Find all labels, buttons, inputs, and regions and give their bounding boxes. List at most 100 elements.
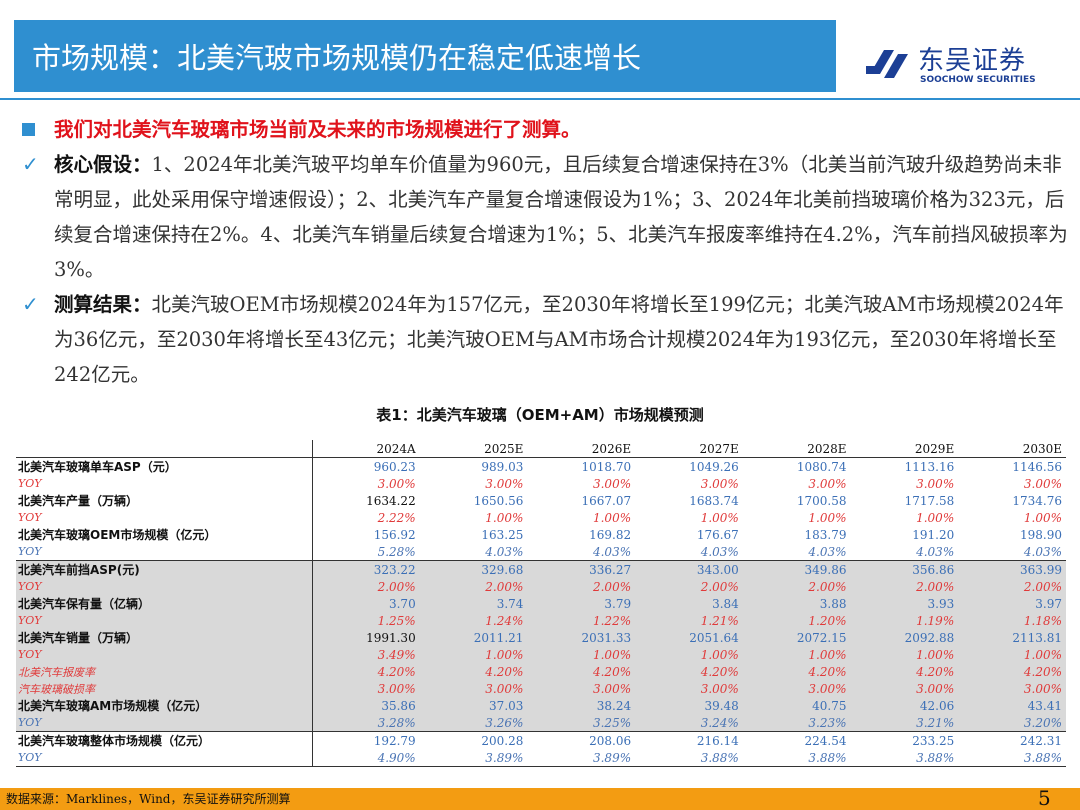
row-label: YOY xyxy=(16,509,313,526)
table-header-row: 2024A 2025E 2026E 2027E 2028E 2029E 2030E xyxy=(16,440,1066,458)
table-cell: 3.25% xyxy=(527,714,636,732)
table-cell: 1.00% xyxy=(742,646,851,663)
table-cell: 43.41 xyxy=(958,697,1066,714)
table-cell: 2113.81 xyxy=(958,629,1066,646)
table-cell: 989.03 xyxy=(481,459,524,474)
table-cell: 1734.76 xyxy=(1012,493,1062,508)
row-label: 汽车玻璃破损率 xyxy=(16,680,313,697)
table-cell: 3.00% xyxy=(635,680,743,697)
table-cell: 363.99 xyxy=(958,560,1066,578)
row-label: 北美汽车玻璃OEM市场规模（亿元） xyxy=(16,526,313,543)
table-row: YOY 5.28% 4.03% 4.03% 4.03% 4.03% 4.03% 4.03% xyxy=(16,543,1066,561)
table-cell: 3.24% xyxy=(635,714,743,732)
table-cell: 42.06 xyxy=(850,697,959,714)
table-cell: 156.92 xyxy=(373,527,416,542)
table-cell: 3.88 xyxy=(742,595,851,612)
table-cell: 4.20% xyxy=(527,663,636,680)
row-label: YOY xyxy=(16,749,313,767)
brand-logo: 东吴证券 SOOCHOW SECURITIES xyxy=(864,42,1044,90)
result-text: 北美汽玻OEM市场规模2024年为157亿元，至2030年将增长至199亿元；北… xyxy=(54,293,1064,386)
table-cell: 1.00% xyxy=(485,510,524,525)
table-row: 汽车玻璃破损率 3.00% 3.00% 3.00% 3.00% 3.00% 3.00% 3.0… xyxy=(16,680,1066,697)
table-cell: 224.54 xyxy=(742,731,851,749)
table-cell: 356.86 xyxy=(850,560,959,578)
table-cell: 4.03% xyxy=(808,544,847,559)
result-bullet: ✓ 测算结果：北美汽玻OEM市场规模2024年为157亿元，至2030年将增长至… xyxy=(22,287,1072,392)
assumption-text: 1、2024年北美汽玻平均单车价值量为960元，且后续复合增速保持在3%（北美当… xyxy=(54,153,1068,281)
table-cell: 4.20% xyxy=(419,663,528,680)
table-cell: 200.28 xyxy=(419,731,528,749)
table-cell: 2.00% xyxy=(419,578,528,595)
table-cell: 1146.56 xyxy=(1012,459,1062,474)
row-label: 北美汽车玻璃整体市场规模（亿元） xyxy=(16,731,313,749)
year-header: 2030E xyxy=(958,440,1066,458)
table-cell: 2011.21 xyxy=(419,629,528,646)
table-cell: 3.74 xyxy=(419,595,528,612)
assumption-label: 核心假设： xyxy=(54,153,152,176)
row-label: YOY xyxy=(16,714,313,732)
row-label: YOY xyxy=(16,543,313,561)
table-cell: 37.03 xyxy=(419,697,528,714)
row-label: 北美汽车销量（万辆） xyxy=(16,629,313,646)
table-row: 北美汽车前挡ASP(元) 323.22 329.68 336.27 343.00 349.… xyxy=(16,560,1066,578)
table-cell: 3.70 xyxy=(312,595,420,612)
table-cell: 4.20% xyxy=(850,663,959,680)
logo-text-cn: 东吴证券 xyxy=(918,46,1027,76)
table-cell: 4.20% xyxy=(742,663,851,680)
table-cell: 1683.74 xyxy=(689,493,739,508)
table-cell: 1717.58 xyxy=(904,493,955,508)
table-cell: 1.24% xyxy=(419,612,528,629)
table-cell: 1113.16 xyxy=(904,459,955,474)
table-cell: 4.20% xyxy=(958,663,1066,680)
table-cell: 3.49% xyxy=(312,646,420,663)
year-header: 2027E xyxy=(635,440,743,458)
year-header: 2029E xyxy=(850,440,959,458)
table-cell: 336.27 xyxy=(527,560,636,578)
table-cell: 4.20% xyxy=(635,663,743,680)
table-cell: 1.19% xyxy=(850,612,959,629)
table-cell: 2051.64 xyxy=(635,629,743,646)
table-cell: 1080.74 xyxy=(796,459,847,474)
table-cell: 4.03% xyxy=(916,544,955,559)
table-row: 北美汽车销量（万辆） 1991.30 2011.21 2031.33 2051.64 20… xyxy=(16,629,1066,646)
table-cell: 1.00% xyxy=(850,646,959,663)
table-row: YOY 3.49% 1.00% 1.00% 1.00% 1.00% 1.00% 1.00% xyxy=(16,646,1066,663)
market-size-table: 2024A 2025E 2026E 2027E 2028E 2029E 2030E 北美汽车玻… xyxy=(16,440,1066,767)
table-cell: 2.00% xyxy=(850,578,959,595)
body-text: 我们对北美汽车玻璃市场当前及未来的市场规模进行了测算。 ✓ 核心假设：1、202… xyxy=(22,112,1072,392)
table-cell: 163.25 xyxy=(481,527,524,542)
table-cell: 2072.15 xyxy=(742,629,851,646)
row-label: YOY xyxy=(16,475,313,492)
table-cell: 1.00% xyxy=(527,646,636,663)
table-cell: 1991.30 xyxy=(312,629,420,646)
table-cell: 233.25 xyxy=(850,731,959,749)
table-cell: 4.03% xyxy=(592,544,632,559)
table-cell: 3.00% xyxy=(377,476,416,491)
table-cell: 4.20% xyxy=(312,663,420,680)
table-row: YOY 2.00% 2.00% 2.00% 2.00% 2.00% 2.00% 2.00% xyxy=(16,578,1066,595)
footer-bar: 数据来源：Marklines，Wind，东吴证券研究所测算 5 xyxy=(0,786,1080,810)
header-rule xyxy=(0,98,1080,100)
table-cell: 349.86 xyxy=(742,560,851,578)
table-cell: 1667.07 xyxy=(581,493,632,508)
result-label: 测算结果： xyxy=(54,293,152,316)
table-cell: 2.00% xyxy=(742,578,851,595)
table-caption: 表1：北美汽车玻璃（OEM+AM）市场规模预测 xyxy=(376,406,704,424)
row-label: 北美汽车玻璃单车ASP（元） xyxy=(16,457,313,475)
table-cell: 323.22 xyxy=(312,560,420,578)
table-cell: 3.00% xyxy=(592,476,632,491)
table-row: 北美汽车玻璃OEM市场规模（亿元） 156.92 163.25 169.82 176.6… xyxy=(16,526,1066,543)
table-cell: 2.22% xyxy=(377,510,416,525)
table-cell: 5.28% xyxy=(377,544,416,559)
table-cell: 40.75 xyxy=(742,697,851,714)
table-cell: 3.88% xyxy=(958,749,1066,767)
row-label: 北美汽车保有量（亿辆） xyxy=(16,595,313,612)
table-cell: 3.79 xyxy=(527,595,636,612)
table-cell: 3.88% xyxy=(635,749,743,767)
table-cell: 3.00% xyxy=(1023,476,1062,491)
table-cell: 1.00% xyxy=(700,510,739,525)
row-label: YOY xyxy=(16,612,313,629)
assumption-bullet: ✓ 核心假设：1、2024年北美汽玻平均单车价值量为960元，且后续复合增速保持… xyxy=(22,147,1072,287)
table-cell: 216.14 xyxy=(635,731,743,749)
table-cell: 208.06 xyxy=(527,731,636,749)
